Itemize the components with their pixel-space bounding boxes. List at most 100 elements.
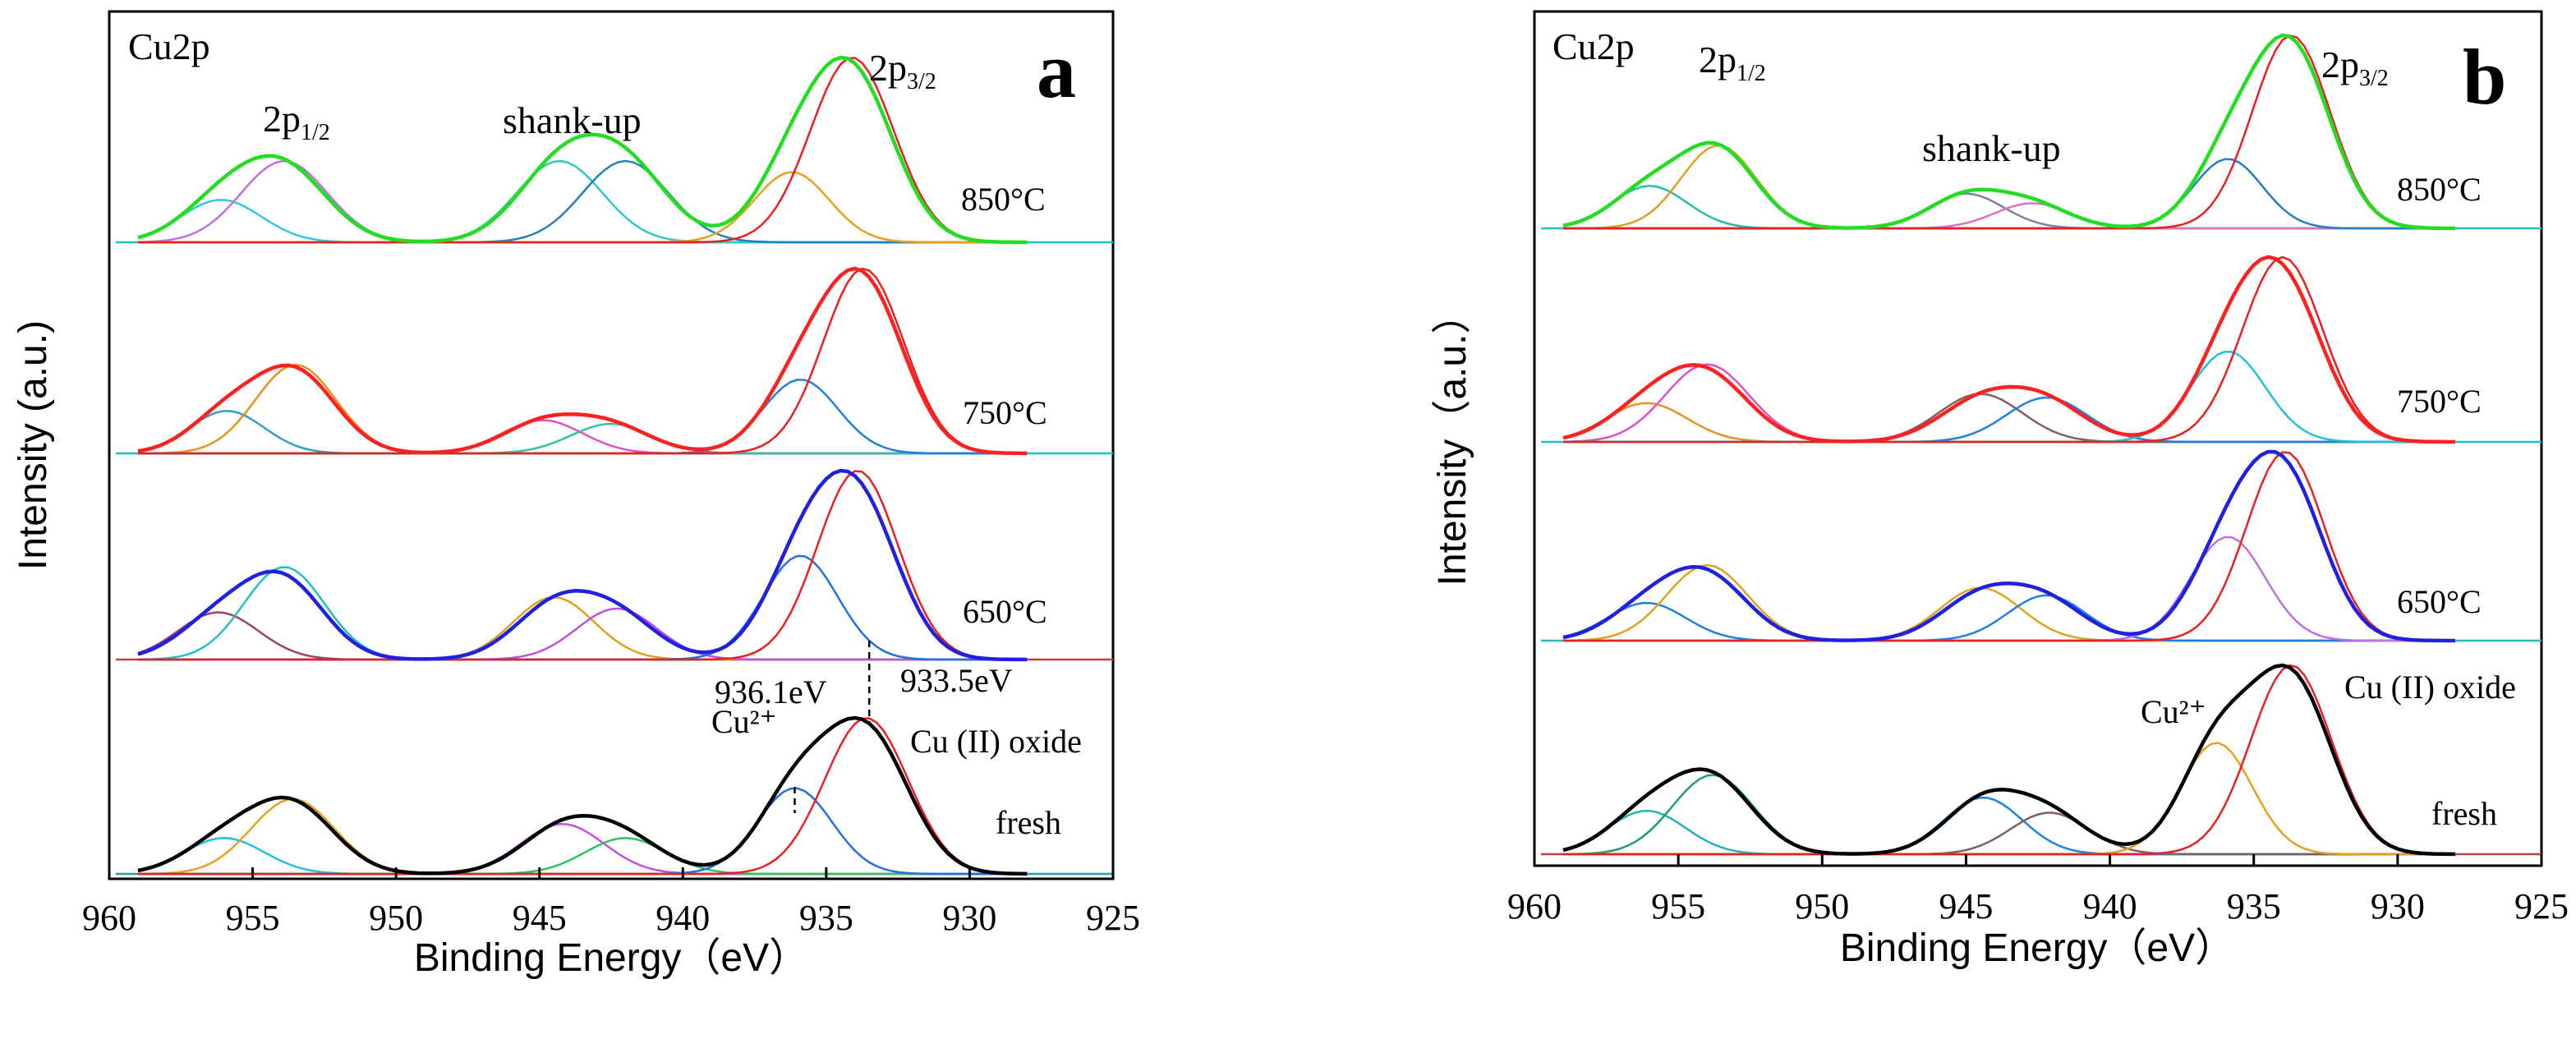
fit-peak-953.9 <box>137 566 1028 661</box>
fit-peak-933.9 <box>137 470 1028 661</box>
envelope-curve <box>137 55 1028 245</box>
fit-peak-945 <box>1563 192 2455 230</box>
envelope-curve <box>137 468 1028 662</box>
x-tick-label-925: 925 <box>1086 898 1140 938</box>
panel-a-annot-933: 933.5eV <box>900 662 1013 699</box>
envelope-curve <box>137 266 1028 456</box>
x-tick-label-940: 940 <box>656 898 710 938</box>
panel-a-annot-cu2: Cu²⁺ <box>711 703 777 740</box>
fit-peak-933.6 <box>137 717 1028 876</box>
x-tick-label-930: 930 <box>942 898 996 938</box>
fit-peak-944.5 <box>1563 393 2455 444</box>
panel-a: 960 955 950 945 940 935 930 925 Cu2p a 2p1/2 sh… <box>12 10 1140 980</box>
fit-peak-942.7 <box>1563 202 2455 230</box>
fit-peak-934 <box>1563 255 2455 444</box>
x-tick-label-945: 945 <box>1939 886 1993 926</box>
panel-b-y-label: Intensity（a.u.） <box>1431 295 1474 586</box>
fit-peak-942.5 <box>137 422 1028 455</box>
x-tick-label-960: 960 <box>1507 886 1562 926</box>
series-750°C <box>116 266 1113 456</box>
x-tick-label-955: 955 <box>1651 886 1705 926</box>
fit-peak-956.1 <box>1562 402 2455 444</box>
envelope-curve <box>1562 449 2455 643</box>
panel-b-letter: b <box>2463 33 2506 121</box>
fit-peak-936.1 <box>137 787 1028 876</box>
series-fresh <box>116 715 1113 876</box>
x-tick-label-930: 930 <box>2371 886 2425 926</box>
series-650°C <box>1541 449 2542 643</box>
panel-a-series-label-650: 650°C <box>963 593 1047 630</box>
fit-peak-944.3 <box>137 159 1028 244</box>
panel-b-annot-oxide: Cu (II) oxide <box>2344 669 2516 706</box>
series-650°C <box>116 468 1113 662</box>
x-tick-label-945: 945 <box>513 898 567 938</box>
panel-a-annot-936: 936.1eV <box>715 674 827 710</box>
panel-b-annot-cu2: Cu²⁺ <box>2141 693 2206 730</box>
envelope-curve <box>1562 663 2455 857</box>
panel-b-title: Cu2p <box>1552 25 1635 67</box>
panel-b-series-label-fresh: fresh <box>2431 795 2497 832</box>
panel-a-series-label-fresh: fresh <box>996 804 1061 841</box>
fit-peak-942.3 <box>137 607 1028 661</box>
fit-peak-956.2 <box>137 611 1028 661</box>
panel-a-x-ticks: 960 955 950 945 940 935 930 925 <box>82 867 1140 938</box>
fit-peak-953.6 <box>137 798 1028 876</box>
fit-peak-953.5 <box>137 363 1028 455</box>
panel-b-x-label: Binding Energy（eV） <box>1840 926 2234 970</box>
panel-b-series-label-850: 850°C <box>2397 171 2482 208</box>
x-tick-label-950: 950 <box>1795 886 1849 926</box>
fit-peak-944.5 <box>1563 586 2455 642</box>
fit-peak-956 <box>137 837 1028 876</box>
fit-peak-944.5 <box>137 595 1028 661</box>
x-tick-label-935: 935 <box>2227 886 2281 926</box>
panel-a-series-label-850: 850°C <box>961 181 1046 218</box>
panel-a-series-label-750: 750°C <box>963 394 1047 431</box>
envelope-curve <box>1562 255 2455 444</box>
x-tick-label-935: 935 <box>799 898 853 938</box>
panel-a-plot-area <box>116 55 1113 876</box>
fit-peak-942 <box>137 159 1028 244</box>
panel-b-region-shake: shank-up <box>1922 127 2061 169</box>
x-tick-label-940: 940 <box>2083 886 2137 926</box>
envelope-curve <box>137 715 1028 876</box>
fit-peak-953.9 <box>137 159 1028 244</box>
fit-peak-956.1 <box>137 199 1028 244</box>
panel-a-region-2p12: 2p1/2 <box>263 98 330 145</box>
fit-peak-933.9 <box>1563 451 2455 642</box>
fit-peak-942.2 <box>1563 594 2455 642</box>
series-750°C <box>1541 255 2542 444</box>
series-850°C <box>116 55 1113 245</box>
panel-a-x-label: Binding Energy（eV） <box>414 936 808 980</box>
x-tick-label-925: 925 <box>2514 886 2569 926</box>
fit-peak-933.7 <box>1563 34 2455 230</box>
panel-b-x-ticks: 960 955 950 945 940 935 930 925 <box>1507 854 2569 926</box>
fit-peak-933.7 <box>137 267 1028 455</box>
panel-a-frame <box>108 10 1115 880</box>
panel-b: 960 955 950 945 940 935 930 925 Cu2p b 2p1/2 sh… <box>1431 10 2569 970</box>
panel-a-y-label: Intensity (a.u.) <box>12 320 55 570</box>
panel-b-series-label-650: 650°C <box>2397 583 2482 620</box>
fit-peak-956.1 <box>1562 809 2455 856</box>
panel-a-letter: a <box>1037 26 1076 114</box>
envelope-curve <box>1562 33 2455 231</box>
fit-peak-933.7 <box>1563 664 2455 856</box>
series-850°C <box>1541 33 2542 231</box>
panel-b-region-2p12: 2p1/2 <box>1699 39 1766 86</box>
fit-peak-934.1 <box>137 57 1028 244</box>
panel-b-plot-area <box>1541 33 2542 857</box>
panel-b-series-label-750: 750°C <box>2397 383 2482 420</box>
panel-a-title: Cu2p <box>128 25 210 67</box>
panel-b-frame <box>1533 10 2543 867</box>
fit-peak-944.4 <box>1563 796 2455 856</box>
panel-a-annot-oxide: Cu (II) oxide <box>910 723 1082 760</box>
panel-a-region-shake: shank-up <box>503 99 642 141</box>
panel-b-region-2p32: 2p3/2 <box>2321 44 2389 91</box>
panel-a-region-2p32: 2p3/2 <box>869 47 936 94</box>
fit-peak-953.8 <box>1562 774 2455 856</box>
x-tick-label-960: 960 <box>82 898 136 938</box>
fit-peak-936.3 <box>1563 742 2455 856</box>
fit-peak-942.1 <box>1563 811 2455 856</box>
fit-peak-944.9 <box>137 419 1028 455</box>
x-tick-label-955: 955 <box>226 898 280 938</box>
